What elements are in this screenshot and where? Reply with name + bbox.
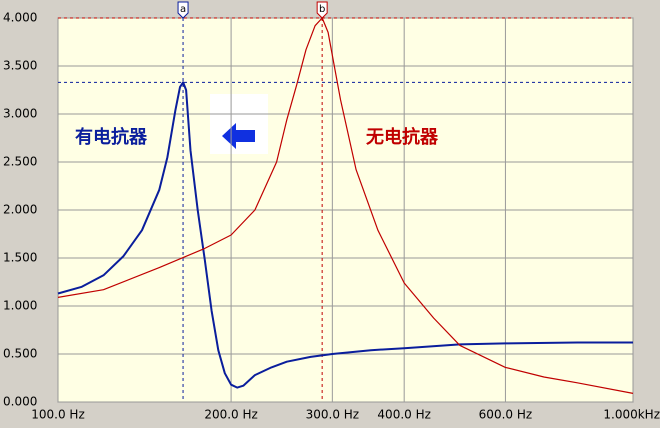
marker-flag [177,1,189,19]
x-tick-label: 300.0 Hz [306,408,360,422]
y-tick-label: 3.000 [3,107,37,121]
y-tick-label: 3.500 [3,59,37,73]
x-tick-label: 1.000kHz [603,408,660,422]
series-label: 有电抗器 [75,126,148,148]
y-tick-label: 1.500 [3,251,37,265]
marker-flag [316,1,328,19]
x-tick-label: 200.0 Hz [204,408,258,422]
series-label: 无电抗器 [366,126,439,148]
x-tick-label: 600.0 Hz [479,408,533,422]
y-tick-label: 0.000 [3,395,37,409]
x-tick-label: 100.0 Hz [31,408,85,422]
y-tick-label: 1.000 [3,299,37,313]
arrow [222,123,255,149]
y-tick-label: 0.500 [3,347,37,361]
y-tick-label: 4.000 [3,11,37,25]
y-tick-label: 2.000 [3,203,37,217]
arrow-backdrop [210,94,268,154]
marker-label: a [180,4,186,15]
y-tick-label: 2.500 [3,155,37,169]
marker-label: b [319,4,325,15]
series-line [57,81,633,389]
x-tick-label: 400.0 Hz [377,408,431,422]
series-line [57,17,634,394]
layer: 0.000 0.500 1.000 1.500 2.000 2.500 3.000 3.500… [3,1,660,422]
